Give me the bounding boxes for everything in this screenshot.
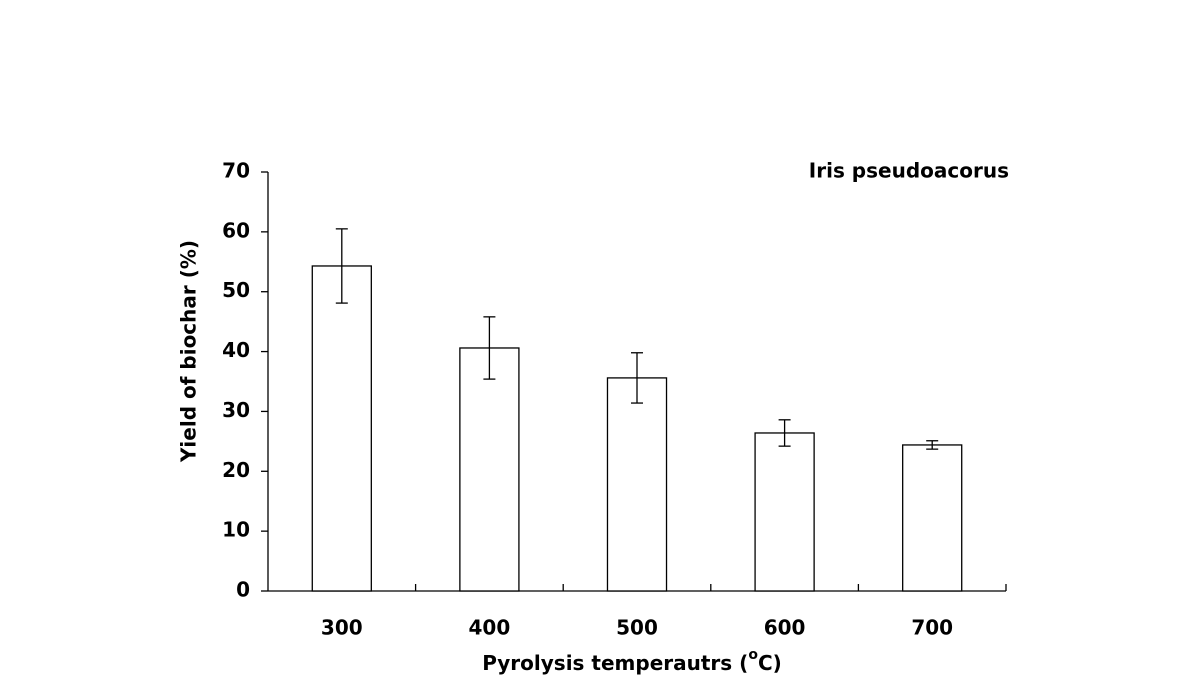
x-tick-label: 500 — [616, 616, 658, 640]
x-axis-label: Pyrolysis temperautrs (oC) — [482, 647, 782, 675]
x-tick-label: 700 — [911, 616, 953, 640]
y-tick-label: 50 — [222, 278, 250, 302]
y-tick-label: 40 — [222, 338, 250, 362]
y-tick-label: 60 — [222, 218, 250, 242]
x-axis-label-sup: o — [748, 647, 758, 663]
annotation: Iris pseudoacorus — [809, 159, 1009, 183]
bar — [754, 432, 815, 592]
bar — [606, 377, 668, 592]
x-tick-label: 400 — [469, 616, 511, 640]
y-tick-label: 70 — [222, 159, 250, 183]
x-axis-label-text: Pyrolysis temperautrs ( — [482, 651, 748, 675]
x-tick-label: 300 — [321, 616, 363, 640]
y-tick-label: 10 — [222, 518, 250, 542]
bar — [311, 265, 372, 592]
y-tick-label: 20 — [222, 458, 250, 482]
x-axis-label-unit: C) — [758, 651, 782, 675]
y-axis-label: Yield of biochar (%) — [177, 240, 201, 463]
bar — [459, 347, 520, 592]
y-tick-label: 30 — [222, 398, 250, 422]
y-tick-label: 0 — [236, 578, 250, 602]
x-tick-label: 600 — [764, 616, 806, 640]
bar — [902, 444, 963, 592]
